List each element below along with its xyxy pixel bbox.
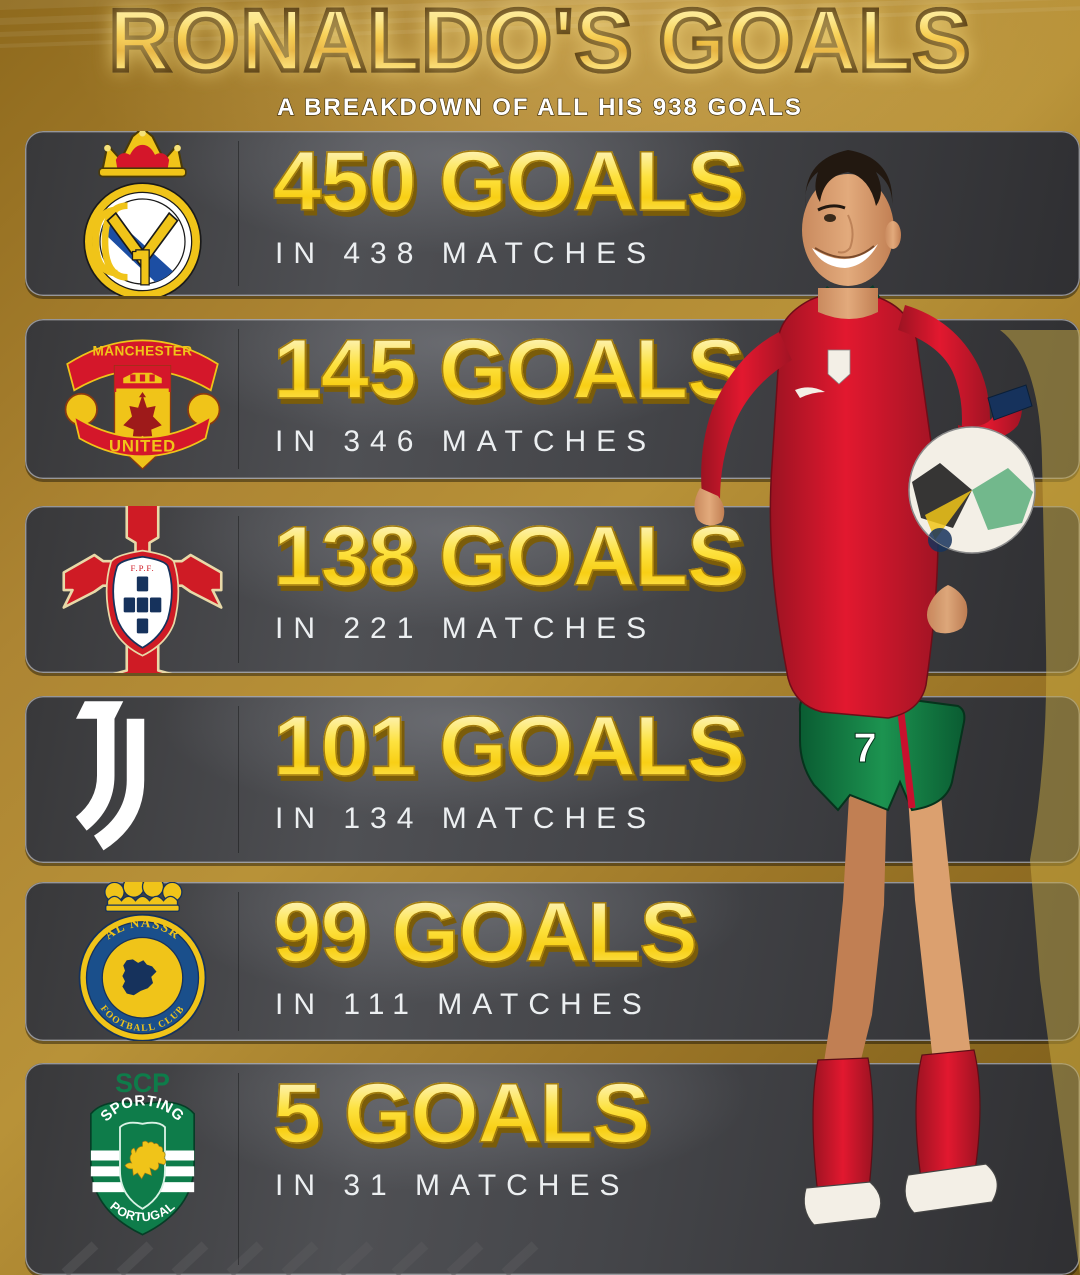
svg-text:UNITED: UNITED	[109, 437, 176, 456]
svg-text:MANCHESTER: MANCHESTER	[93, 343, 193, 358]
svg-text:F.P.F.: F.P.F.	[130, 562, 154, 572]
